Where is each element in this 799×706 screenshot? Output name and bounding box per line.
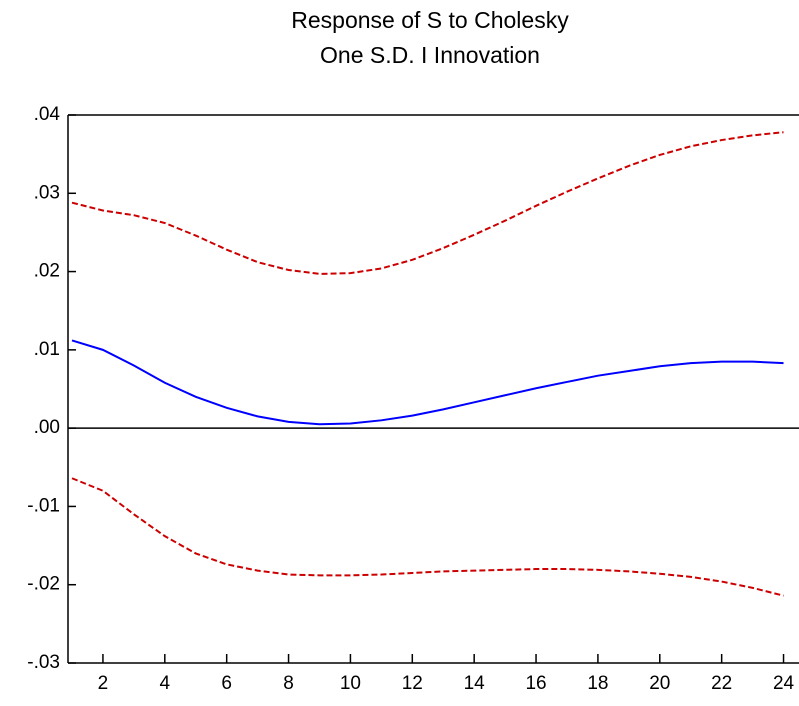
x-tick-label: 18	[587, 673, 608, 694]
y-tick-label: .00	[34, 417, 60, 438]
x-tick-label: 6	[221, 673, 232, 694]
series-line	[71, 477, 784, 597]
y-tick-label: -.01	[27, 495, 60, 516]
x-tick-label: 14	[464, 673, 486, 694]
x-tick-label: 2	[98, 673, 109, 694]
x-tick-label: 16	[525, 673, 546, 694]
series-line	[71, 339, 784, 426]
y-tick-label: .04	[34, 104, 61, 125]
x-tick-label: 22	[711, 673, 732, 694]
x-tick-label: 20	[649, 673, 670, 694]
x-tick-label: 8	[283, 673, 294, 694]
x-tick-label: 10	[340, 673, 361, 694]
x-tick-label: 24	[773, 673, 795, 694]
y-tick-label: .01	[34, 339, 60, 360]
y-tick-label: -.02	[27, 574, 60, 595]
y-tick-label: -.03	[27, 652, 60, 673]
series-line	[71, 131, 784, 275]
y-tick-label: .03	[34, 182, 60, 203]
x-tick-label: 12	[402, 673, 423, 694]
x-tick-label: 4	[160, 673, 171, 694]
chart-title: Response of S to Cholesky	[291, 7, 569, 33]
chart-title: One S.D. I Innovation	[320, 42, 540, 68]
y-tick-label: .02	[34, 261, 60, 282]
